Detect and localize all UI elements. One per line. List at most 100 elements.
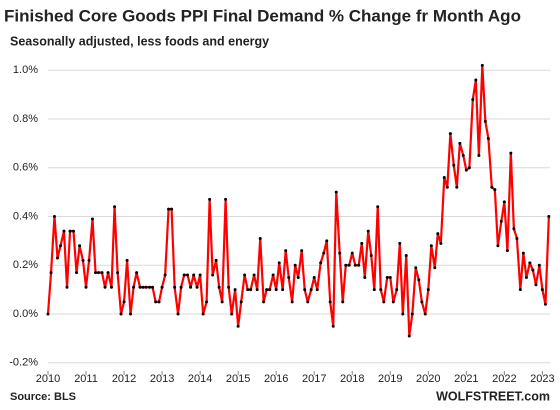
data-point (420, 300, 424, 304)
data-point (395, 288, 399, 292)
data-point (366, 229, 370, 233)
data-point (404, 254, 408, 258)
data-point (341, 300, 345, 304)
data-point (132, 285, 136, 289)
x-tick-label: 2022 (492, 373, 516, 385)
data-line (46, 64, 550, 338)
x-tick-label: 2016 (264, 373, 288, 385)
y-tick-label: 0.4% (13, 210, 38, 222)
data-point (233, 288, 237, 292)
x-tick-label: 2023 (530, 373, 554, 385)
data-point (81, 258, 85, 262)
data-point (353, 263, 357, 267)
data-point (474, 78, 478, 82)
data-point (195, 285, 199, 289)
data-point (113, 205, 117, 209)
data-point (148, 285, 152, 289)
data-point (236, 324, 240, 328)
data-point (328, 300, 332, 304)
data-point (429, 244, 433, 248)
data-point (49, 271, 53, 275)
data-point (471, 97, 475, 101)
data-point (360, 241, 364, 245)
data-point (477, 154, 481, 158)
data-point (173, 285, 177, 289)
data-point (534, 283, 538, 287)
source: Source: BLS (10, 391, 76, 403)
data-point (268, 288, 272, 292)
data-point (515, 236, 519, 240)
x-tick-label: 2015 (226, 373, 250, 385)
data-point (46, 312, 50, 316)
data-point (467, 166, 471, 170)
x-tick-label: 2017 (302, 373, 326, 385)
data-point (306, 300, 310, 304)
data-point (138, 285, 142, 289)
data-point (119, 312, 123, 316)
data-point (141, 285, 145, 289)
data-point (116, 271, 120, 275)
data-point (239, 300, 243, 304)
data-point (84, 285, 88, 289)
data-point (388, 275, 392, 279)
x-tick-label: 2010 (36, 373, 60, 385)
data-point (87, 258, 91, 262)
data-point (312, 275, 316, 279)
data-point (252, 273, 256, 277)
data-point (509, 151, 513, 155)
data-point (540, 288, 544, 292)
data-point (344, 263, 348, 267)
data-point (486, 136, 490, 140)
data-point (391, 300, 395, 304)
data-point (436, 232, 440, 236)
data-point (376, 205, 380, 209)
watermark: WOLFSTREET.com (436, 389, 550, 403)
y-tick-label: 0.6% (13, 162, 38, 174)
data-point (220, 300, 224, 304)
chart-subtitle: Seasonally adjusted, less foods and ener… (10, 34, 269, 48)
data-point (255, 288, 259, 292)
data-point (284, 249, 288, 253)
data-point (452, 163, 456, 167)
data-point (407, 334, 411, 338)
data-point (186, 273, 190, 277)
data-point (414, 266, 418, 270)
x-tick-label: 2011 (74, 373, 98, 385)
data-point (281, 288, 285, 292)
data-point (502, 200, 506, 204)
data-point (227, 285, 231, 289)
data-point (455, 185, 459, 189)
data-point (97, 271, 101, 275)
data-point (410, 312, 414, 316)
data-point (423, 312, 427, 316)
data-point (182, 273, 186, 277)
y-tick-label: -0.2% (9, 357, 38, 369)
data-point (401, 312, 405, 316)
data-point (167, 207, 171, 211)
data-point (198, 273, 202, 277)
data-point (315, 288, 319, 292)
x-tick-label: 2012 (112, 373, 136, 385)
data-point (59, 244, 63, 248)
data-point (325, 239, 329, 243)
data-point (547, 215, 551, 218)
data-point (309, 288, 313, 292)
data-point (122, 300, 126, 304)
data-point (417, 278, 421, 282)
data-point (369, 254, 373, 258)
data-point (78, 244, 82, 248)
data-point (290, 300, 294, 304)
data-point (176, 312, 180, 316)
data-point (433, 266, 437, 270)
data-point (243, 273, 247, 277)
data-point (106, 271, 110, 275)
data-point (499, 219, 503, 223)
data-point (357, 263, 361, 267)
data-point (445, 185, 449, 189)
y-tick-label: 0.2% (13, 259, 38, 271)
data-point (103, 285, 107, 289)
data-point (372, 288, 376, 292)
data-point (300, 249, 304, 253)
data-point (163, 273, 167, 277)
data-point (224, 197, 228, 201)
